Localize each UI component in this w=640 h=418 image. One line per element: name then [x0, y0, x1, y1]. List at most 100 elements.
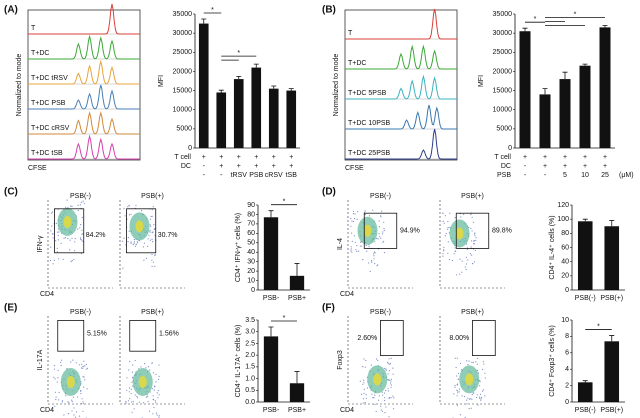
event-dot	[140, 366, 142, 368]
histogram-frame	[27, 9, 141, 161]
y-tick-label: 50	[247, 240, 255, 247]
event-dot	[384, 399, 386, 402]
event-dot	[363, 388, 365, 390]
plot-title: PSB(-)	[70, 309, 91, 316]
event-dot	[355, 249, 357, 251]
event-dot	[477, 369, 479, 372]
event-dot	[67, 413, 70, 415]
event-dot	[474, 235, 476, 237]
event-dot	[374, 394, 376, 396]
gate	[380, 319, 404, 356]
event-dot	[53, 376, 55, 378]
event-dot	[150, 215, 152, 218]
histogram-curve	[28, 59, 140, 85]
event-dot	[151, 232, 153, 234]
event-dot	[380, 405, 382, 407]
y-tick-label: 5000	[176, 126, 192, 133]
event-dot	[467, 397, 469, 399]
event-dot	[73, 258, 75, 260]
event-dot	[70, 361, 72, 363]
bar	[216, 92, 227, 148]
y-tick-label: 20000	[493, 68, 513, 75]
event-dot	[54, 378, 56, 380]
plot-title: PSB(+)	[461, 309, 484, 316]
event-dot	[70, 205, 72, 207]
event-dot	[147, 366, 150, 368]
event-dot	[80, 390, 82, 392]
event-dot	[470, 213, 472, 216]
event-dot	[85, 368, 87, 370]
event-dot	[461, 271, 463, 273]
event-dot	[381, 391, 383, 393]
event-dot	[75, 362, 77, 364]
event-dot	[448, 258, 451, 261]
row-value: +	[237, 154, 241, 161]
event-dot	[381, 233, 383, 235]
error-bar	[288, 88, 294, 91]
histogram-curve	[28, 3, 140, 35]
y-tick-label: 5000	[496, 126, 512, 133]
density-core	[363, 224, 372, 237]
y-tick-label: 2	[565, 382, 569, 389]
y-tick-label: 15000	[493, 87, 513, 94]
y-tick-label: 30000	[493, 30, 513, 37]
x-axis-label: CD4	[40, 291, 54, 298]
event-dot	[128, 369, 130, 371]
y-axis-label: CD4⁺ IL-4⁺ cells (%)	[549, 215, 556, 279]
event-dot	[444, 235, 446, 237]
error-bar	[609, 335, 615, 342]
bar	[198, 23, 209, 149]
event-dot	[352, 213, 354, 215]
event-dot	[127, 400, 130, 402]
x-tick-label: PSB+	[288, 407, 306, 414]
bar	[579, 65, 591, 148]
gate	[54, 208, 85, 254]
event-dot	[157, 396, 159, 398]
event-dot	[374, 241, 376, 243]
gate-percent: 30.7%	[158, 232, 178, 239]
density-core	[373, 373, 382, 386]
event-dot	[55, 240, 57, 242]
y-tick-label: 0	[565, 287, 569, 294]
event-dot	[380, 409, 382, 411]
event-dot	[471, 230, 473, 232]
y-tick-label: 0	[251, 287, 255, 294]
event-dot	[385, 406, 387, 408]
event-dot	[468, 398, 471, 400]
event-dot	[83, 386, 85, 388]
event-dot	[476, 363, 478, 365]
event-dot	[390, 382, 392, 384]
event-dot	[387, 387, 389, 389]
event-dot	[128, 391, 130, 393]
event-dot	[390, 357, 392, 359]
gate	[57, 319, 85, 352]
event-dot	[71, 205, 73, 207]
event-dot	[127, 241, 129, 243]
event-dot	[144, 363, 146, 365]
event-dot	[453, 253, 455, 255]
sample-label: T	[348, 30, 353, 37]
event-dot	[379, 236, 381, 238]
event-dot	[382, 241, 384, 243]
histogram-curve	[28, 84, 140, 110]
event-dot	[380, 216, 382, 218]
significance-mark: *	[237, 50, 240, 57]
event-dot	[153, 389, 155, 391]
event-dot	[56, 251, 59, 253]
x-tick-label: PSB(+)	[600, 407, 623, 414]
event-dot	[53, 259, 55, 261]
event-dot	[83, 202, 85, 204]
row-value: +	[289, 154, 293, 161]
event-dot	[77, 210, 79, 212]
event-dot	[50, 212, 53, 214]
event-dot	[447, 221, 449, 223]
event-dot	[384, 397, 386, 399]
row-value: -	[524, 172, 527, 179]
event-dot	[364, 213, 366, 216]
event-dot	[122, 240, 124, 242]
event-dot	[481, 396, 483, 398]
event-dot	[49, 259, 52, 262]
row-value: tSB	[286, 172, 298, 179]
event-dot	[76, 396, 79, 398]
error-bar	[253, 63, 259, 68]
